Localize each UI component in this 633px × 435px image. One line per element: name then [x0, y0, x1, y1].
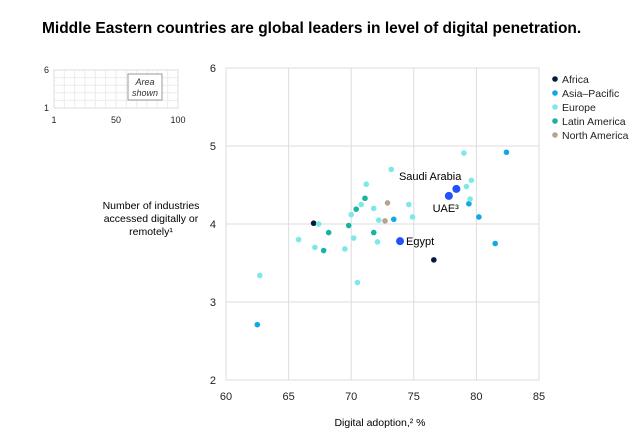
legend: Africa Asia–Pacific Europe Latin America Nor… [552, 74, 628, 142]
point-label: Egypt [406, 236, 434, 248]
data-point [466, 201, 472, 207]
data-point [316, 221, 322, 227]
legend-marker [552, 90, 558, 96]
inset-x-tick: 100 [170, 115, 185, 125]
data-point [388, 167, 394, 173]
legend-label: North America [562, 130, 629, 142]
data-point [431, 257, 437, 263]
inset-y-tick: 6 [44, 65, 49, 75]
data-point [362, 195, 368, 201]
y-tick-label: 5 [210, 141, 216, 153]
point-label: Saudi Arabia [399, 171, 462, 183]
y-axis-label: Number of industries accessed digitally … [96, 200, 206, 239]
y-tick-label: 6 [210, 63, 216, 75]
x-tick-label: 85 [533, 391, 545, 403]
point-labels: Saudi Arabia UAE³ Egypt [399, 171, 462, 248]
x-axis-label: Digital adoption,² % [300, 417, 460, 429]
data-point [382, 218, 388, 224]
inset-x-tick: 1 [51, 115, 56, 125]
legend-label: Europe [562, 102, 596, 114]
data-point [257, 273, 263, 279]
data-point [375, 239, 381, 245]
x-tick-label: 75 [408, 391, 420, 403]
inset-x-tick: 50 [111, 115, 121, 125]
inset-y-tick: 1 [44, 103, 49, 113]
y-tick-label: 3 [210, 297, 216, 309]
point-label: UAE³ [433, 203, 460, 215]
legend-label: Latin America [562, 116, 626, 128]
highlighted-point [445, 192, 453, 200]
y-tick-label: 2 [210, 375, 216, 387]
data-point [346, 223, 352, 229]
data-point [391, 217, 397, 223]
data-point [406, 202, 412, 208]
data-point [467, 196, 473, 202]
inset-area-label: shown [132, 88, 158, 98]
legend-marker [552, 76, 558, 82]
highlighted-point [396, 237, 404, 245]
y-tick-label: 4 [210, 219, 216, 231]
data-point [385, 200, 391, 206]
highlighted-point [452, 185, 460, 193]
data-point [504, 149, 510, 155]
data-point [476, 214, 482, 220]
data-point [353, 206, 359, 212]
legend-label: Africa [562, 74, 589, 86]
data-points [254, 149, 509, 327]
data-point [410, 214, 416, 220]
legend-label: Asia–Pacific [562, 88, 619, 100]
legend-marker [552, 118, 558, 124]
x-tick-label: 80 [470, 391, 482, 403]
data-point [492, 241, 498, 247]
data-point [358, 202, 364, 208]
data-point [351, 235, 357, 241]
data-point [311, 220, 317, 226]
data-point [371, 206, 377, 212]
x-tick-label: 70 [345, 391, 357, 403]
data-point [469, 178, 475, 184]
data-point [312, 245, 318, 251]
data-point [348, 212, 354, 218]
legend-marker [552, 104, 558, 110]
data-point [254, 322, 260, 328]
data-point [376, 217, 382, 223]
scatter-chart: 60 65 70 75 80 8523456 Saudi ArabiaUAE³Egypt … [0, 0, 633, 435]
data-point [321, 248, 327, 254]
axis-ticks: 60 65 70 75 80 85 2 3 4 5 6 [210, 63, 545, 403]
data-point [326, 230, 332, 236]
data-point [371, 230, 377, 236]
inset-area-label: Area [134, 77, 154, 87]
plot-grid [226, 68, 539, 380]
data-point [296, 237, 302, 243]
legend-marker [552, 132, 558, 138]
data-point [342, 246, 348, 252]
data-point [461, 150, 467, 156]
data-point [464, 184, 470, 190]
x-tick-label: 65 [282, 391, 294, 403]
x-tick-label: 60 [220, 391, 232, 403]
data-point [363, 181, 369, 187]
data-point [355, 280, 361, 286]
